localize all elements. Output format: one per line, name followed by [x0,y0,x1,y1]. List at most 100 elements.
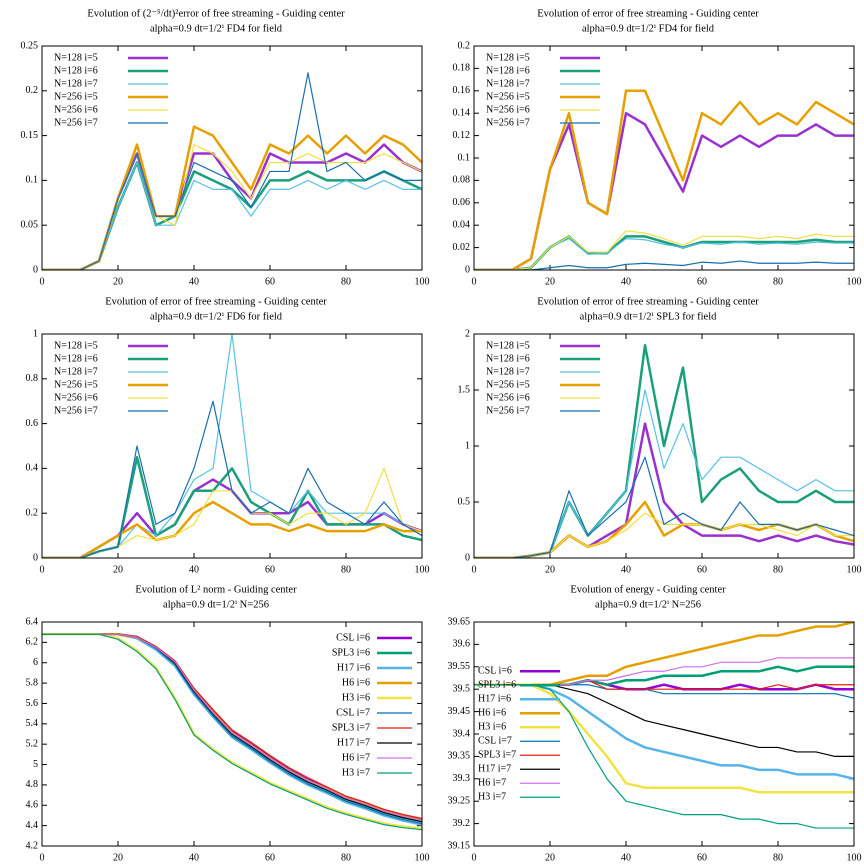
legend-label: CSL i=7 [478,736,512,747]
y-tick-label: 4.2 [26,840,39,851]
y-tick-label: 39.4 [453,728,471,739]
y-tick-label: 4.8 [26,779,39,790]
plot-frame [41,621,423,847]
chart-subtitle: alpha=0.9 dt=1/2ⁱ SPL3 for field [580,311,717,322]
legend-label: N=128 i=5 [486,52,530,63]
y-tick-label: 0.18 [453,63,471,74]
legend-label: H17 i=7 [478,764,511,775]
legend-label: N=128 i=5 [54,340,98,351]
legend-label: N=128 i=7 [486,78,530,89]
y-tick-label: 0.04 [453,219,471,230]
y-tick-label: 0.1 [26,175,39,186]
legend-label: N=256 i=7 [54,405,98,416]
y-tick-label: 39.15 [448,840,471,851]
y-tick-label: 4.4 [26,820,39,831]
x-tick-label: 20 [545,276,555,287]
x-tick-label: 80 [341,852,351,863]
x-tick-label: 60 [697,564,707,575]
x-tick-label: 20 [545,852,555,863]
series-line [474,260,854,270]
y-tick-label: 0.12 [453,130,471,141]
legend-label: N=128 i=5 [54,52,98,63]
y-tick-label: 0 [465,264,470,275]
legend-label: CSL i=6 [336,632,370,643]
y-tick-label: 0.02 [453,242,471,253]
x-tick-label: 100 [415,564,430,575]
legend-label: N=256 i=7 [486,405,530,416]
legend-label: N=128 i=7 [54,366,98,377]
y-tick-label: 0.2 [26,507,39,518]
y-tick-label: 0.15 [21,130,39,141]
plot-frame [473,333,855,559]
x-tick-label: 100 [415,276,430,287]
x-tick-label: 100 [847,276,862,287]
x-tick-label: 60 [265,276,275,287]
y-tick-label: 0.2 [458,40,471,51]
x-tick-label: 0 [472,564,477,575]
x-tick-label: 100 [847,564,862,575]
y-tick-label: 0.6 [26,418,39,429]
y-tick-label: 39.3 [453,773,471,784]
y-tick-label: 4.6 [26,800,39,811]
x-tick-label: 60 [697,852,707,863]
x-tick-label: 40 [621,564,631,575]
y-tick-label: 0.2 [26,85,39,96]
chart-subtitle: alpha=0.9 dt=1/2ⁱ N=256 [595,599,701,610]
x-tick-label: 20 [113,852,123,863]
x-tick-label: 60 [697,276,707,287]
legend-label: N=256 i=5 [486,379,530,390]
chart-title: Evolution of error of free streaming - G… [105,296,327,307]
x-tick-label: 80 [341,564,351,575]
x-tick-label: 40 [189,276,199,287]
x-tick-label: 100 [415,852,430,863]
legend-label: H17 i=6 [478,694,511,705]
x-tick-label: 80 [773,276,783,287]
legend-label: H3 i=6 [342,692,370,703]
plot-frame [473,45,855,271]
chart-title: Evolution of error of free streaming - G… [537,296,759,307]
legend-label: H17 i=6 [337,662,370,673]
plot-frame [41,333,423,559]
series-line [474,456,854,558]
legend-label: N=128 i=7 [54,78,98,89]
y-tick-label: 0.16 [453,85,471,96]
x-tick-label: 40 [189,564,199,575]
legend-label: N=256 i=7 [486,117,530,128]
y-tick-label: 39.25 [448,795,471,806]
x-tick-label: 0 [40,852,45,863]
y-tick-label: 6.2 [26,637,39,648]
series-line [42,455,422,558]
y-tick-label: 0 [465,552,470,563]
x-tick-label: 60 [265,564,275,575]
y-tick-label: 0.05 [21,219,39,230]
y-tick-label: 0.14 [453,107,471,118]
series-line [42,72,422,270]
series-line [474,684,854,757]
chart-title: Evolution of energy - Guiding center [570,584,726,595]
legend-label: N=256 i=7 [54,117,98,128]
x-tick-label: 80 [773,564,783,575]
y-tick-label: 0.8 [26,373,39,384]
legend-label: CSL i=7 [336,707,370,718]
legend-label: N=256 i=5 [486,91,530,102]
y-tick-label: 0.25 [21,40,39,51]
legend-label: N=256 i=6 [486,104,530,115]
legend-label: SPL3 i=7 [478,750,516,761]
legend-label: N=256 i=6 [54,392,98,403]
x-tick-label: 20 [113,276,123,287]
legend-label: H6 i=7 [478,778,506,789]
legend-label: N=128 i=6 [486,65,530,76]
x-tick-label: 40 [621,276,631,287]
y-tick-label: 1 [465,440,470,451]
y-tick-label: 5.4 [26,718,39,729]
x-tick-label: 20 [113,564,123,575]
x-tick-label: 60 [265,852,275,863]
series-line [42,633,422,822]
series-line [474,230,854,270]
series-line [474,89,854,270]
plot-frame [41,45,423,271]
legend-label: SPL3 i=6 [478,680,516,691]
chart-title: Evolution of L² norm - Guiding center [135,584,297,595]
chart-title: Evolution of error of free streaming - G… [537,8,759,19]
chart-subtitle: alpha=0.9 dt=1/2ⁱ N=256 [163,599,269,610]
